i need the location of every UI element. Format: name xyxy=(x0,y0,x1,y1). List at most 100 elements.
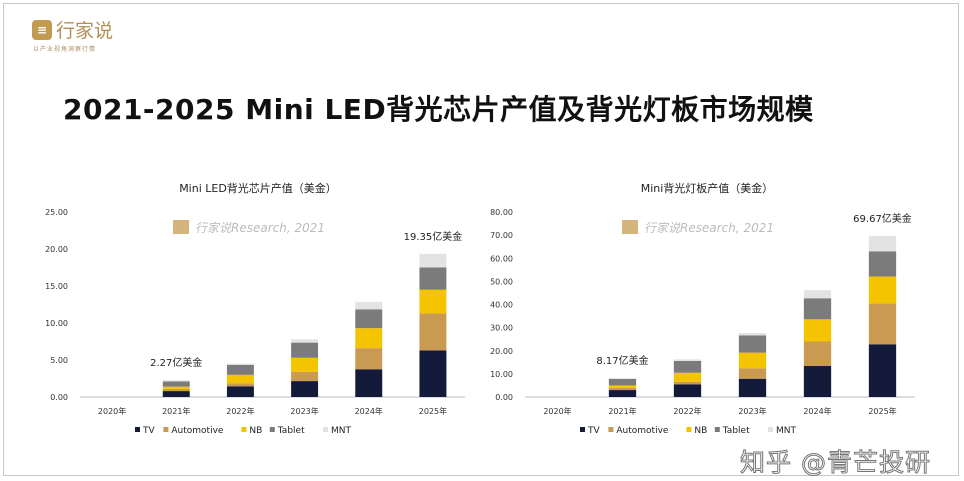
bar-segment-automotive-2025年 xyxy=(419,313,447,351)
bar-segment-tv-2025年 xyxy=(419,350,447,397)
bar-segment-tablet-2025年 xyxy=(868,251,897,277)
bar-segment-nb-2022年 xyxy=(226,374,254,384)
chart-title: Mini背光灯板产值（美金） xyxy=(641,181,774,195)
page-title: 2021-2025 Mini LED背光芯片产值及背光灯板市场规模 xyxy=(63,93,814,126)
bar-segment-mnt-2024年 xyxy=(355,301,383,310)
bar-segment-tablet-2021年 xyxy=(608,378,637,386)
x-tick-label: 2022年 xyxy=(673,406,701,416)
y-tick-label: 30.00 xyxy=(490,324,513,333)
bar-segment-tv-2024年 xyxy=(803,366,832,397)
bar-segment-mnt-2022年 xyxy=(673,359,702,361)
legend-label: NB xyxy=(694,426,707,436)
bar-segment-tv-2025年 xyxy=(868,344,897,397)
logo-icon: ≡ xyxy=(32,19,52,40)
bar-segment-tablet-2022年 xyxy=(226,364,254,375)
chart-title: Mini LED背光芯片产值（美金） xyxy=(179,181,337,195)
bar-segment-tv-2022年 xyxy=(226,386,254,397)
bar-segment-automotive-2023年 xyxy=(291,371,319,382)
bar-segment-nb-2021年 xyxy=(162,386,190,389)
bar-segment-mnt-2023年 xyxy=(291,339,319,343)
chip-output-chart: Mini LED背光芯片产值（美金） 行家说Research, 2021 0.00 5… xyxy=(45,181,465,436)
bar-segment-nb-2025年 xyxy=(868,276,897,304)
x-tick-label: 2023年 xyxy=(738,406,766,416)
x-tick-label: 2025年 xyxy=(419,406,447,416)
legend-label: MNT xyxy=(776,426,796,436)
bar-segment-nb-2023年 xyxy=(738,352,767,369)
bar-segment-tv-2022年 xyxy=(673,384,702,397)
bar-segment-tablet-2024年 xyxy=(355,309,383,329)
logo-name: 行家说 xyxy=(56,20,114,42)
legend-label: Automotive xyxy=(171,426,224,436)
y-tick-label: 20.00 xyxy=(490,347,513,356)
bar-segment-nb-2021年 xyxy=(608,385,637,388)
bar-segment-mnt-2022年 xyxy=(226,363,254,365)
bar-segment-tv-2023年 xyxy=(738,378,767,397)
x-tick-label: 2023年 xyxy=(290,406,318,416)
bar-segment-nb-2024年 xyxy=(803,319,832,342)
y-tick-label: 5.00 xyxy=(50,356,68,365)
bar-segment-tablet-2023年 xyxy=(738,335,767,353)
legend-swatch-tablet xyxy=(269,427,275,432)
x-tick-label: 2020年 xyxy=(98,406,126,416)
bar-segment-nb-2022年 xyxy=(673,372,702,382)
legend-swatch-nb xyxy=(241,427,247,432)
legend-label: Tablet xyxy=(722,426,750,436)
x-tick-label: 2020年 xyxy=(543,406,571,416)
bar-segment-automotive-2022年 xyxy=(673,381,702,385)
slide-frame xyxy=(3,3,959,476)
bar-segment-automotive-2022年 xyxy=(226,383,254,387)
footer-watermark: 知乎 @青芒投研 xyxy=(740,448,931,477)
legend-label: Tablet xyxy=(277,426,305,436)
legend-swatch-tv xyxy=(135,427,140,432)
logo-tagline: 以产业视角洞察行情 xyxy=(33,46,97,53)
x-tick-label: 2025年 xyxy=(868,406,896,416)
y-tick-label: 10.00 xyxy=(45,319,68,328)
y-tick-label: 25.00 xyxy=(45,208,68,217)
bar-segment-nb-2023年 xyxy=(291,357,319,372)
bar-segment-mnt-2021年 xyxy=(162,380,190,382)
legend-label: MNT xyxy=(331,426,351,436)
bar-segment-nb-2025年 xyxy=(419,289,447,314)
bar-segment-mnt-2023年 xyxy=(738,332,767,336)
bar-segment-tablet-2024年 xyxy=(803,298,832,320)
bar-segment-tv-2023年 xyxy=(291,381,319,397)
y-tick-label: 15.00 xyxy=(45,282,68,291)
watermark-text: 行家说Research, 2021 xyxy=(195,221,325,235)
legend-label: Automotive xyxy=(616,426,669,436)
bar-segment-automotive-2021年 xyxy=(162,388,190,392)
watermark-text: 行家说Research, 2021 xyxy=(644,221,774,235)
bar-segment-tablet-2025年 xyxy=(419,267,447,290)
data-label: 2.27亿美金 xyxy=(150,356,202,369)
legend-swatch-nb xyxy=(686,427,692,432)
legend-swatch-mnt xyxy=(768,427,773,432)
x-tick-label: 2021年 xyxy=(608,406,636,416)
bar-segment-tv-2024年 xyxy=(355,369,383,397)
backlight-board-chart: Mini背光灯板产值（美金） 行家说Research, 2021 0.00 10.00… xyxy=(490,181,915,436)
watermark-logo-icon xyxy=(173,220,189,234)
bar-segment-tablet-2022年 xyxy=(673,360,702,373)
y-tick-label: 80.00 xyxy=(490,208,513,217)
y-tick-label: 50.00 xyxy=(490,277,513,286)
watermark-logo-icon xyxy=(622,220,638,234)
legend-label: TV xyxy=(142,426,155,436)
bar-segment-automotive-2025年 xyxy=(868,303,897,345)
bar-segment-tv-2021年 xyxy=(162,391,190,397)
legend-label: TV xyxy=(587,426,600,436)
x-tick-label: 2024年 xyxy=(355,406,383,416)
legend-swatch-tablet xyxy=(714,427,720,432)
bar-segment-mnt-2021年 xyxy=(608,378,637,379)
logo: ≡ 行家说 xyxy=(32,16,113,43)
bar-segment-mnt-2025年 xyxy=(419,253,447,268)
y-tick-label: 10.00 xyxy=(490,370,513,379)
data-label: 69.67亿美金 xyxy=(853,212,912,225)
x-tick-label: 2022年 xyxy=(226,406,254,416)
bar-segment-tablet-2023年 xyxy=(291,342,319,358)
y-tick-label: 20.00 xyxy=(45,245,68,254)
x-tick-label: 2021年 xyxy=(162,406,190,416)
bar-segment-automotive-2024年 xyxy=(803,341,832,367)
bar-segment-tablet-2021年 xyxy=(162,381,190,387)
bar-segment-mnt-2024年 xyxy=(803,290,832,299)
legend-label: NB xyxy=(249,426,262,436)
y-tick-label: 60.00 xyxy=(490,254,513,263)
legend-swatch-automotive xyxy=(163,427,169,432)
